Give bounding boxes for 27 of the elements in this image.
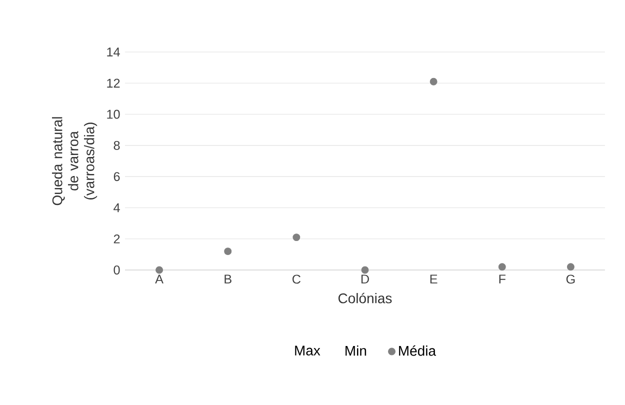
point [292,234,300,242]
point [224,248,232,256]
point [430,78,438,86]
y-tick-label: 10 [107,110,120,119]
y-tick-label: 6 [114,172,120,182]
text: Max [295,346,320,356]
x-tick-label: F [499,274,506,284]
y-axis-title: Queda natural de varroa (varroas/dia) [52,117,98,206]
y-tick-label: 0 [114,266,120,274]
legend-label: Média [399,345,436,356]
x-tick-label: D [361,274,369,284]
y-tick-label: 14 [107,48,120,56]
x-tick-label: B [224,274,232,284]
x-axis-title: Colónias [338,292,392,304]
point [498,263,506,271]
y-tick-label: 2 [114,234,120,244]
point [566,263,574,271]
x-tick-label: G [566,274,575,284]
x-tick-label: E [430,274,438,284]
y-tick-label: 4 [114,203,120,212]
point [156,266,164,274]
y-tick-label: 8 [114,140,120,150]
y-tick-label: 12 [107,78,120,88]
x-tick-label: C [292,274,301,284]
text: Min [346,345,366,356]
point [361,266,369,274]
x-tick-label: A [155,274,164,284]
